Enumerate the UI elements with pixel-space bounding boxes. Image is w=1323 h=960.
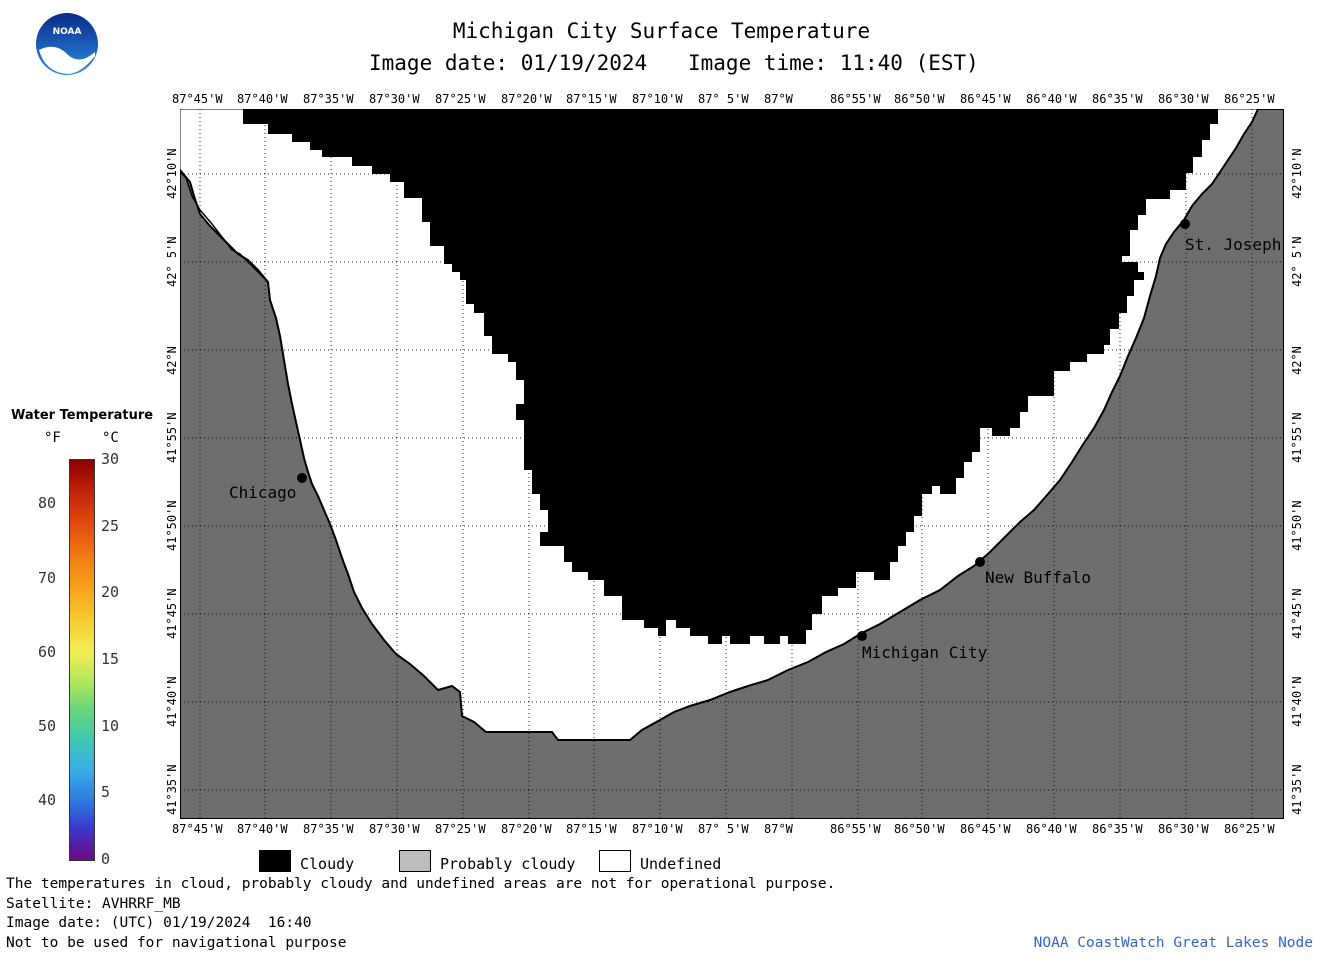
colorbar-c-tick: 5 [101, 783, 111, 802]
lon-label-bottom: 86°55'W [830, 822, 881, 836]
lon-label-bottom: 86°30'W [1158, 822, 1209, 836]
noaa-logo: NOAA [36, 13, 98, 75]
lon-label-top: 87°20'W [501, 92, 552, 106]
image-date: Image date: 01/19/2024 [369, 51, 648, 75]
lon-label-top: 86°30'W [1158, 92, 1209, 106]
colorbar-f-tick: 70 [38, 568, 57, 587]
lon-label-bottom: 87°25'W [435, 822, 486, 836]
lon-label-bottom: 87°35'W [303, 822, 354, 836]
lon-label-bottom: 86°25'W [1224, 822, 1275, 836]
lon-label-top: 87°35'W [303, 92, 354, 106]
lat-label-left: 42°N [165, 346, 179, 375]
footer-note: The temperatures in cloud, probably clou… [6, 876, 836, 892]
lat-label-right: 41°40'N [1290, 676, 1304, 727]
lat-label-right: 41°45'N [1290, 588, 1304, 639]
colorbar-c-tick: 10 [101, 716, 120, 735]
marker-michigan-city [857, 631, 867, 641]
label-new-buffalo: New Buffalo [985, 568, 1091, 587]
lon-label-bottom: 87°30'W [369, 822, 420, 836]
lon-label-top: 86°35'W [1092, 92, 1143, 106]
colorbar-c-tick: 25 [101, 516, 120, 535]
lon-label-top: 87°10'W [632, 92, 683, 106]
lon-label-bottom: 87°15'W [566, 822, 617, 836]
land-area [180, 109, 1284, 819]
lon-label-top: 86°45'W [960, 92, 1011, 106]
lon-label-bottom: 86°40'W [1026, 822, 1077, 836]
lat-label-right: 42° 5'N [1290, 236, 1304, 287]
lon-label-bottom: 87°40'W [237, 822, 288, 836]
lon-label-top: 87°30'W [369, 92, 420, 106]
map-panel [180, 109, 1284, 819]
colorbar-f-tick: 50 [38, 716, 57, 735]
lon-label-bottom: 86°50'W [894, 822, 945, 836]
cloud-area [243, 109, 1218, 644]
lat-label-left: 41°55'N [165, 412, 179, 463]
lat-label-right: 42°10'N [1290, 148, 1304, 199]
footer-satellite: Satellite: AVHRRF_MB [6, 896, 181, 912]
lon-label-top: 86°25'W [1224, 92, 1275, 106]
lat-label-left: 42°10'N [165, 148, 179, 199]
footer-nav: Not to be used for navigational purpose [6, 935, 347, 951]
lat-label-right: 41°55'N [1290, 412, 1304, 463]
lon-label-top: 87°45'W [172, 92, 223, 106]
lat-label-right: 42°N [1290, 346, 1304, 375]
lat-label-left: 41°35'N [165, 764, 179, 815]
legend-probably-cloudy-label: Probably cloudy [440, 855, 576, 873]
lon-label-top: 87°40'W [237, 92, 288, 106]
lat-label-left: 42° 5'N [165, 236, 179, 287]
label-chicago: Chicago [229, 483, 297, 502]
colorbar-unit-f: °F [44, 430, 61, 446]
colorbar-title: Water Temperature [11, 408, 154, 423]
lon-label-bottom: 86°45'W [960, 822, 1011, 836]
label-st-joseph: St. Joseph [1185, 235, 1282, 254]
coastline [180, 171, 267, 281]
colorbar-unit-c: °C [102, 430, 119, 446]
colorbar-c-tick: 15 [101, 650, 120, 668]
lon-label-bottom: 87°20'W [501, 822, 552, 836]
colorbar-c-tick: 30 [101, 450, 120, 468]
lon-label-top: 87°15'W [566, 92, 617, 106]
lat-label-left: 41°40'N [165, 676, 179, 727]
colorbar-f-tick: 60 [38, 642, 57, 661]
lon-label-top: 87°25'W [435, 92, 486, 106]
lon-label-top: 87°W [764, 92, 793, 106]
colorbar-f-tick: 80 [38, 494, 57, 513]
lon-label-bottom: 87°W [764, 822, 793, 836]
marker-st-joseph [1180, 219, 1190, 229]
label-michigan-city: Michigan City [862, 643, 988, 662]
lon-label-bottom: 87°10'W [632, 822, 683, 836]
lon-label-top: 86°40'W [1026, 92, 1077, 106]
page-title: Michigan City Surface Temperature [452, 19, 871, 43]
map-grid [180, 109, 1284, 819]
colorbar [69, 459, 95, 861]
legend-undefined-swatch [599, 850, 631, 872]
footer-credit: NOAA CoastWatch Great Lakes Node [1033, 935, 1313, 951]
lon-label-top: 86°55'W [830, 92, 881, 106]
legend-undefined-label: Undefined [640, 855, 722, 873]
legend-cloudy-label: Cloudy [300, 855, 355, 873]
lon-label-bottom: 87°45'W [172, 822, 223, 836]
image-time: Image time: 11:40 (EST) [688, 51, 979, 75]
lon-label-bottom: 87° 5'W [698, 822, 749, 836]
footer-utc: Image date: (UTC) 01/19/2024 16:40 [6, 915, 312, 931]
lon-label-bottom: 86°35'W [1092, 822, 1143, 836]
legend-probably-cloudy-swatch [399, 850, 431, 872]
lat-label-right: 41°35'N [1290, 764, 1304, 815]
lat-label-left: 41°50'N [165, 500, 179, 551]
lat-label-right: 41°50'N [1290, 500, 1304, 551]
logo-text: NOAA [53, 27, 82, 37]
lat-label-left: 41°45'N [165, 588, 179, 639]
colorbar-c-tick: 20 [101, 583, 120, 602]
lon-label-top: 87° 5'W [698, 92, 749, 106]
lon-label-top: 86°50'W [894, 92, 945, 106]
marker-chicago [297, 473, 307, 483]
colorbar-f-tick: 40 [38, 790, 57, 809]
colorbar-c-tick: 0 [101, 850, 111, 868]
legend-cloudy-swatch [259, 850, 291, 872]
marker-new-buffalo [975, 557, 985, 567]
place-markers [297, 219, 1190, 641]
